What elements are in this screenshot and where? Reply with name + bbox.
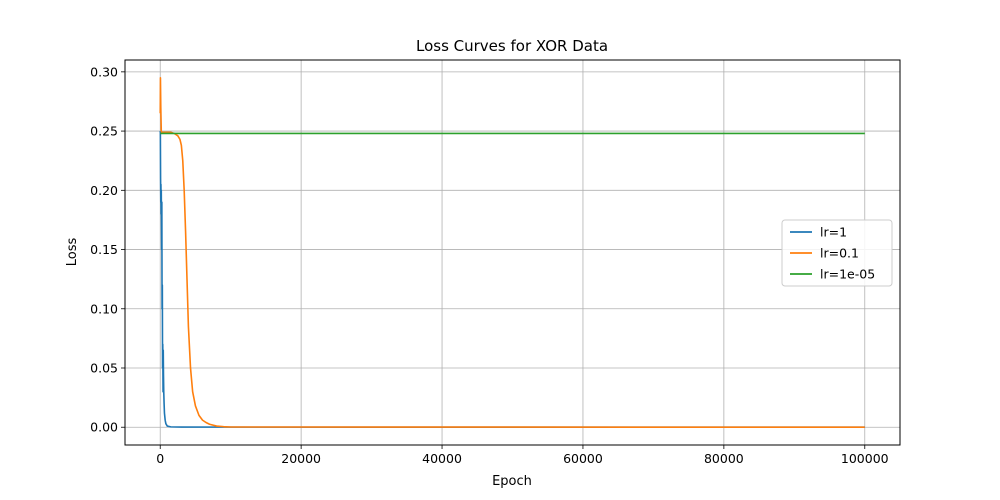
x-tick-label: 20000 [281, 451, 321, 466]
y-tick-label: 0.20 [90, 183, 118, 198]
legend-label: lr=0.1 [820, 246, 859, 261]
x-axis-label: Epoch [492, 474, 532, 489]
y-tick-label: 0.00 [90, 420, 118, 435]
y-tick-label: 0.10 [90, 301, 118, 316]
x-tick-label: 100000 [841, 451, 889, 466]
chart-title: Loss Curves for XOR Data [416, 37, 608, 55]
legend-label: lr=1e-05 [820, 267, 875, 282]
legend: lr=1 lr=0.1 lr=1e-05 [781, 219, 893, 287]
series-lines [159, 76, 865, 429]
y-axis-label: Loss [65, 238, 80, 267]
legend-box [781, 219, 893, 287]
legend-label: lr=1 [820, 225, 847, 240]
series-line-0 [159, 131, 865, 429]
x-axis-ticks: 0 20000 40000 60000 80000 100000 [156, 445, 889, 466]
y-tick-label: 0.15 [90, 242, 118, 257]
y-axis-ticks: 0.00 0.05 0.10 0.15 0.20 0.25 0.30 [90, 64, 125, 435]
x-tick-label: 80000 [704, 451, 744, 466]
x-tick-label: 0 [156, 451, 164, 466]
x-tick-label: 60000 [563, 451, 603, 466]
y-tick-label: 0.05 [90, 361, 118, 376]
series-line-1 [159, 76, 865, 429]
y-tick-label: 0.25 [90, 124, 118, 139]
y-tick-label: 0.30 [90, 64, 118, 79]
x-tick-label: 40000 [422, 451, 462, 466]
plot-frame [124, 59, 901, 446]
